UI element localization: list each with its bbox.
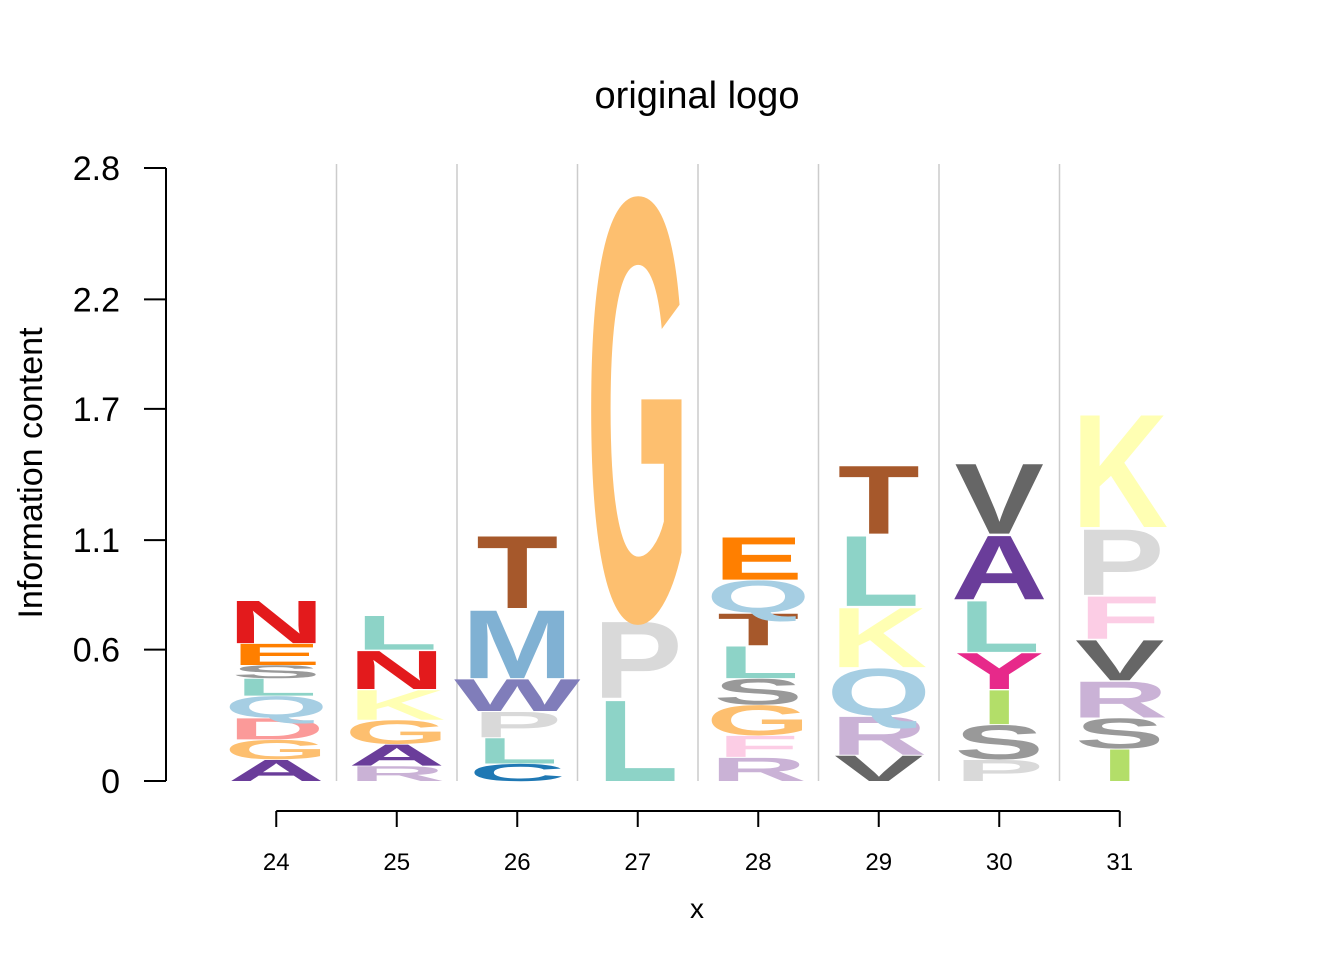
logo-letter: Q [827, 655, 931, 730]
logo-letter: V [1075, 628, 1165, 693]
x-tick-label: 31 [1106, 849, 1133, 876]
y-tick-label: 2.2 [73, 281, 120, 319]
logo-letter: Y [955, 642, 1044, 700]
logo-letter: T [838, 445, 920, 554]
logo-letter: P [1075, 509, 1164, 615]
logo-letter: S [1075, 710, 1164, 758]
logo-letter: G [706, 697, 810, 745]
logo-letter: Q [706, 571, 810, 622]
logo-letter: A [228, 753, 325, 787]
logo-letter: T [717, 604, 799, 655]
logo-letter: S [714, 671, 803, 712]
logo-letter: R [1071, 670, 1168, 728]
stack-27: LPG [586, 71, 690, 806]
logo-letter: L [958, 585, 1040, 667]
x-tick-label: 27 [624, 849, 651, 876]
position-separators [335, 164, 1061, 781]
logo-letter: N [228, 588, 325, 656]
logo-letter: A [348, 738, 445, 772]
logo-letter: K [830, 589, 927, 685]
y-tick-label: 1.1 [73, 522, 120, 560]
x-axis: 24 25 26 27 28 29 30 31 [263, 810, 1133, 876]
logo-letter: L [235, 674, 317, 701]
logo-letter: P [955, 753, 1044, 787]
x-tick-label: 28 [745, 849, 772, 876]
logo-letter: F [1079, 584, 1161, 652]
logo-letter: G [586, 71, 690, 748]
logo-letter: S [955, 715, 1044, 769]
logo-letter: G [345, 713, 449, 751]
logo-letter: P [593, 598, 682, 721]
logo-letter: C [469, 759, 566, 786]
logo-letter: E [714, 525, 803, 593]
logo-letter: L [717, 637, 799, 688]
logo-letter: I [981, 680, 1018, 734]
y-tick-label: 2.8 [73, 150, 120, 188]
letter-stacks: AGDQLSENRAGKNLCLPWMTLPGRFGSLTQEVRQKLTPSI… [224, 71, 1168, 806]
y-tick-label: 0.6 [73, 632, 120, 670]
logo-letter: G [224, 735, 328, 765]
logo-letter: K [1071, 381, 1168, 562]
y-tick-label: 0 [101, 763, 120, 801]
logo-letter: V [834, 748, 923, 789]
logo-letter: W [454, 670, 581, 721]
logo-letter: V [955, 443, 1044, 555]
chart-title: original logo [595, 75, 800, 117]
x-tick-label: 29 [865, 849, 892, 876]
y-axis: 0 0.6 1.1 1.7 2.2 2.8 [73, 150, 167, 801]
logo-letter: I [1101, 740, 1138, 791]
logo-letter: F [717, 729, 799, 763]
logo-letter: R [710, 751, 807, 789]
logo-letter: E [232, 637, 321, 671]
logo-letter: T [476, 514, 558, 630]
logo-letter: L [838, 516, 920, 628]
x-tick-label: 26 [504, 849, 531, 876]
logo-letter: L [597, 676, 679, 806]
logo-letter: P [473, 704, 562, 745]
logo-letter: K [348, 681, 445, 729]
x-tick-label: 30 [986, 849, 1013, 876]
x-axis-label: x [690, 893, 704, 924]
logo-letter: L [356, 606, 438, 660]
logo-letter: N [348, 639, 445, 701]
logo-letter: Q [224, 690, 328, 724]
logo-letter: R [830, 705, 927, 767]
logo-letter: L [476, 730, 558, 771]
y-axis-label: Information content [12, 327, 50, 619]
logo-letter: R [348, 762, 445, 786]
logo-letter: M [461, 590, 573, 699]
x-tick-label: 25 [383, 849, 410, 876]
y-tick-label: 1.7 [73, 391, 120, 429]
logo-letter: A [951, 517, 1048, 619]
logo-letter: D [228, 712, 325, 746]
logo-letter: S [232, 662, 321, 682]
x-tick-label: 24 [263, 849, 290, 876]
